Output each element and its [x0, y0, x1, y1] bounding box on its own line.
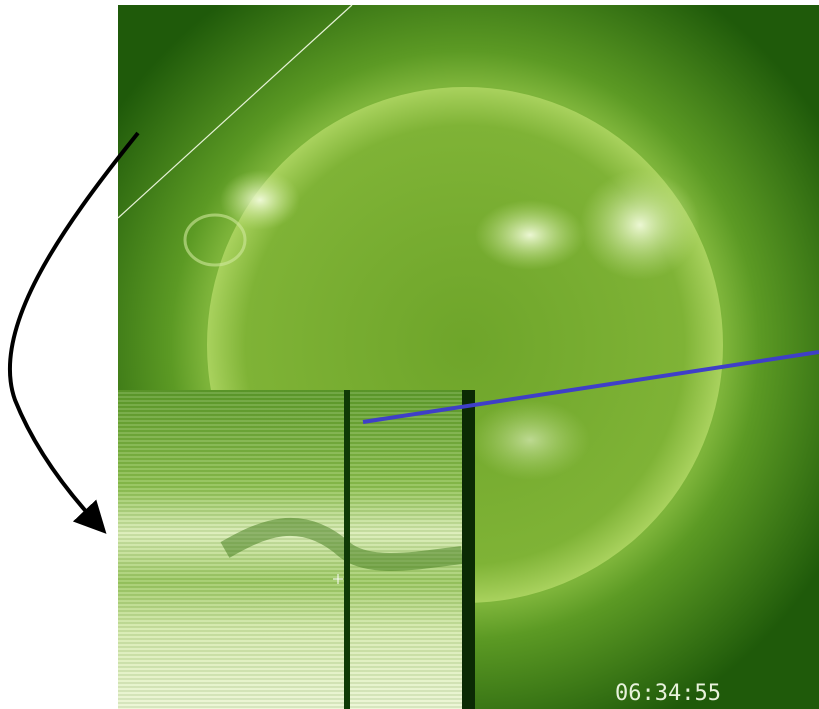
page: {"timestamp": "06:34:55"}: [0, 0, 819, 709]
timestamp: 06:34:55: [615, 681, 721, 706]
divider-bar: [344, 390, 350, 709]
solar-figure: 06:34:55: [0, 0, 819, 709]
active-region: [580, 170, 700, 280]
edge-bar: [462, 390, 475, 709]
inset-texture: [118, 390, 475, 709]
active-region: [475, 200, 585, 270]
active-region: [470, 400, 590, 480]
